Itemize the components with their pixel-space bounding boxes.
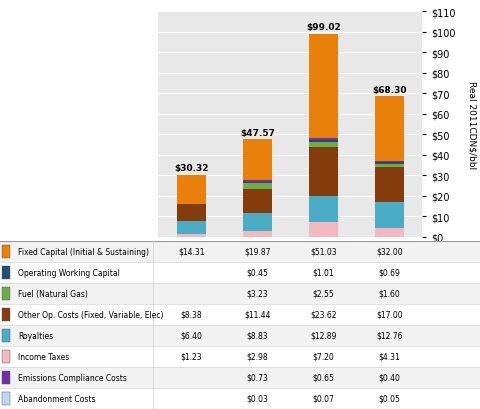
Bar — [2, 329, 10, 342]
Text: $30.32: $30.32 — [174, 164, 209, 173]
Bar — [2, 308, 10, 321]
Bar — [242, 182, 272, 183]
Bar — [242, 140, 272, 181]
Text: Fixed Capital (Initial & Sustaining): Fixed Capital (Initial & Sustaining) — [18, 247, 149, 256]
Bar — [374, 97, 404, 162]
Text: $1.60: $1.60 — [379, 289, 400, 298]
Text: $2.98: $2.98 — [247, 352, 268, 361]
Bar — [2, 245, 10, 258]
Text: Other Op. Costs (Fixed, Variable, Elec): Other Op. Costs (Fixed, Variable, Elec) — [18, 310, 164, 319]
Text: Abandonment Costs: Abandonment Costs — [18, 394, 96, 403]
Bar — [309, 148, 338, 196]
Bar — [2, 350, 10, 363]
Text: $19.87: $19.87 — [244, 247, 271, 256]
Text: $11.44: $11.44 — [244, 310, 271, 319]
Bar — [309, 35, 338, 139]
Bar — [0, 304, 480, 325]
Bar — [242, 213, 272, 231]
Text: $12.89: $12.89 — [310, 331, 336, 340]
Bar — [0, 346, 480, 367]
Bar — [374, 228, 404, 237]
Text: $3.23: $3.23 — [247, 289, 268, 298]
Text: $51.03: $51.03 — [310, 247, 336, 256]
Text: Income Taxes: Income Taxes — [18, 352, 69, 361]
Bar — [177, 222, 206, 235]
Text: $8.83: $8.83 — [247, 331, 268, 340]
Bar — [309, 141, 338, 143]
Text: $2.55: $2.55 — [312, 289, 334, 298]
Text: Emissions Compliance Costs: Emissions Compliance Costs — [18, 373, 127, 382]
Bar — [0, 241, 480, 262]
Text: $0.69: $0.69 — [378, 268, 400, 277]
Bar — [374, 164, 404, 168]
Bar — [242, 190, 272, 213]
Bar — [0, 367, 480, 388]
Text: Fuel (Natural Gas): Fuel (Natural Gas) — [18, 289, 88, 298]
Text: $99.02: $99.02 — [306, 23, 341, 32]
Text: $32.00: $32.00 — [376, 247, 403, 256]
Bar — [0, 388, 480, 409]
Text: $68.30: $68.30 — [372, 86, 407, 95]
Bar — [0, 283, 480, 304]
Bar — [309, 196, 338, 222]
Text: $0.05: $0.05 — [378, 394, 400, 403]
Bar — [374, 168, 404, 202]
Text: $23.62: $23.62 — [310, 310, 336, 319]
Text: $12.76: $12.76 — [376, 331, 403, 340]
Text: Royalties: Royalties — [18, 331, 53, 340]
Bar — [177, 235, 206, 237]
Bar — [242, 231, 272, 237]
Text: $0.45: $0.45 — [246, 268, 268, 277]
Bar — [309, 139, 338, 140]
Bar — [2, 288, 10, 300]
Text: $0.65: $0.65 — [312, 373, 335, 382]
Text: $47.57: $47.57 — [240, 128, 275, 137]
Bar — [374, 163, 404, 164]
Text: $0.73: $0.73 — [246, 373, 268, 382]
Bar — [2, 371, 10, 384]
Text: $14.31: $14.31 — [178, 247, 204, 256]
Text: $17.00: $17.00 — [376, 310, 403, 319]
Text: $1.23: $1.23 — [180, 352, 202, 361]
Bar — [177, 204, 206, 222]
Text: Operating Working Capital: Operating Working Capital — [18, 268, 120, 277]
Text: $0.07: $0.07 — [312, 394, 335, 403]
Bar — [177, 175, 206, 204]
Bar — [309, 143, 338, 148]
Bar — [2, 392, 10, 405]
Text: $0.40: $0.40 — [378, 373, 400, 382]
Text: $1.01: $1.01 — [312, 268, 334, 277]
Bar — [0, 262, 480, 283]
Text: $0.03: $0.03 — [246, 394, 268, 403]
Bar — [374, 202, 404, 228]
Text: $4.31: $4.31 — [379, 352, 400, 361]
Text: $6.40: $6.40 — [180, 331, 203, 340]
Text: $8.38: $8.38 — [180, 310, 202, 319]
Bar — [242, 183, 272, 190]
Bar — [2, 267, 10, 279]
Bar — [0, 325, 480, 346]
Bar — [242, 181, 272, 182]
Bar — [374, 162, 404, 163]
Y-axis label: Real 2011CDN$/bbl: Real 2011CDN$/bbl — [467, 81, 476, 169]
Bar — [309, 222, 338, 237]
Text: $7.20: $7.20 — [312, 352, 334, 361]
